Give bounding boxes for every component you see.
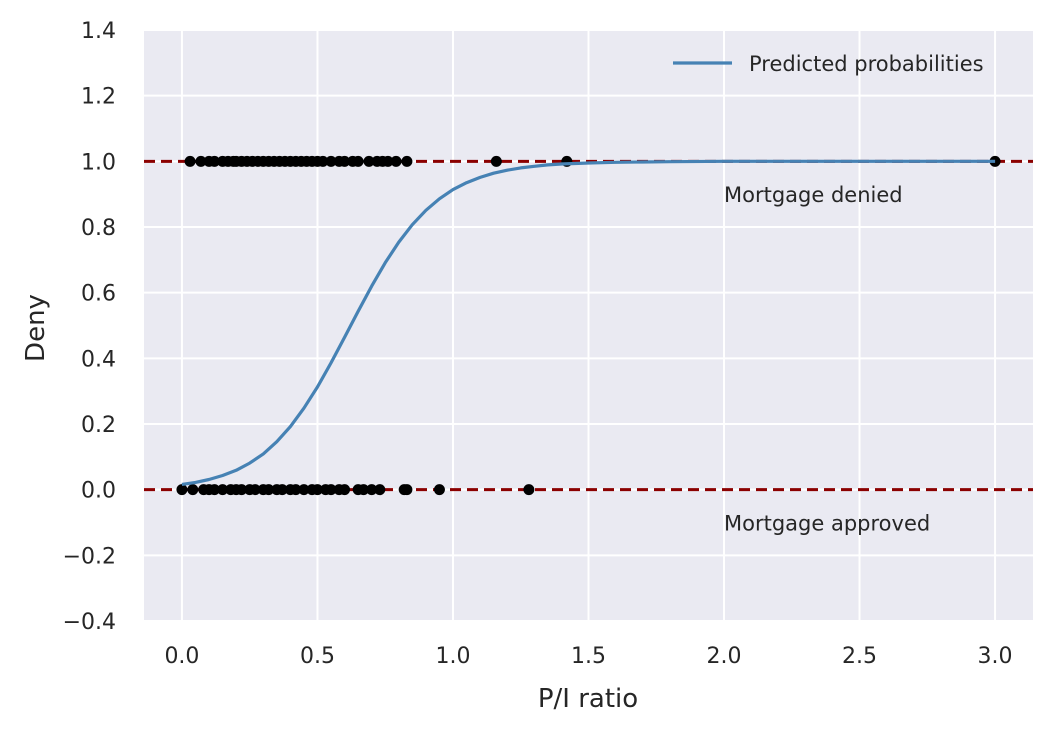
x-tick-label: 2.5 [842,644,877,669]
x-tick-label: 2.0 [707,644,742,669]
y-axis-label: Deny [21,294,51,362]
legend-label: Predicted probabilities [749,52,984,76]
annotation-label: Mortgage approved [724,512,930,536]
approved-point [358,484,370,496]
x-tick-label: 0.5 [300,644,335,669]
denied-point [195,155,207,167]
approved-point [249,484,261,496]
legend: Predicted probabilities [673,52,984,76]
x-tick-label: 1.0 [435,644,470,669]
y-tick-label: −0.4 [63,610,116,635]
denied-point [208,155,220,167]
annotation-label: Mortgage denied [724,183,903,207]
y-tick-label: 1.0 [81,150,116,175]
approved-point [401,484,413,496]
approved-point [298,484,310,496]
denied-point [325,155,337,167]
approved-point [236,484,248,496]
approved-point [208,484,220,496]
approved-point [276,484,288,496]
y-tick-label: 0.6 [81,282,116,307]
approved-point [176,484,188,496]
x-axis-label: P/I ratio [538,684,638,714]
denied-point [490,155,502,167]
approved-point [523,484,535,496]
y-axis: −0.4 −0.2 0.0 0.2 0.4 0.6 0.8 1.0 1.2 1.4 [63,19,116,635]
approved-point [433,484,445,496]
plot-area: Mortgage denied Mortgage approved [144,29,1033,622]
denied-point [317,155,329,167]
predicted-probabilities-line [181,159,996,486]
denied-point [401,155,413,167]
denied-point [382,155,394,167]
approved-point [374,484,386,496]
y-tick-label: 0.4 [81,347,116,372]
approved-point [263,484,275,496]
denied-point [390,155,402,167]
x-tick-label: 1.5 [571,644,606,669]
approved-point [187,484,199,496]
x-tick-label: 0.0 [164,644,199,669]
denied-point [184,155,196,167]
y-tick-label: 1.4 [81,19,116,44]
approved-point [217,484,229,496]
approved-point [325,484,337,496]
approved-point [366,484,378,496]
denied-point [339,155,351,167]
x-axis: 0.0 0.5 1.0 1.5 2.0 2.5 3.0 [164,644,1012,669]
approved-point [290,484,302,496]
y-tick-label: 0.8 [81,216,116,241]
denied-point [363,155,375,167]
approved-point [339,484,351,496]
x-tick-label: 3.0 [978,644,1013,669]
approved-point [311,484,323,496]
y-tick-label: 0.2 [81,413,116,438]
denied-point [352,155,364,167]
y-tick-label: 1.2 [81,85,116,110]
y-tick-label: −0.2 [63,544,116,569]
y-tick-label: 0.0 [81,479,116,504]
